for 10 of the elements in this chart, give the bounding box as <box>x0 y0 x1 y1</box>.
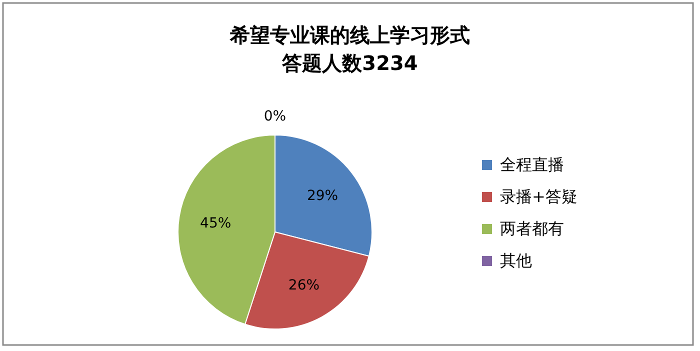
data-label: 29% <box>306 188 338 204</box>
legend-label: 录播+答疑 <box>500 187 578 206</box>
legend-label: 其他 <box>500 251 532 270</box>
legend-label: 全程直播 <box>500 155 564 174</box>
data-label: 26% <box>288 278 320 294</box>
legend-label: 两者都有 <box>500 219 564 238</box>
chart-subtitle: 答题人数3234 <box>281 51 418 75</box>
chart-title: 希望专业课的线上学习形式 <box>229 23 470 47</box>
data-label: 45% <box>200 216 232 232</box>
text: 0% <box>264 108 286 125</box>
